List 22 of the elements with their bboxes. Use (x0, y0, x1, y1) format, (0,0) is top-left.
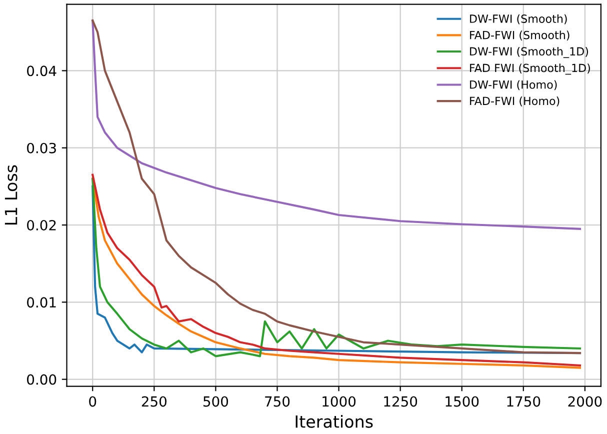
legend-label: FAD-FWI (Smooth) (470, 30, 570, 41)
x-tick-label: 1250 (384, 396, 418, 407)
y-tick-label: 0.01 (27, 297, 56, 308)
legend-label: DW-FWI (Homo) (470, 80, 557, 90)
legend-label: DW-FWI (Smooth) (470, 14, 567, 24)
y-tick-label: 0.04 (27, 66, 56, 76)
x-tick-label: 500 (204, 396, 228, 407)
x-tick-label: 1500 (446, 396, 479, 407)
legend-label: DW-FWI (Smooth_1D) (470, 46, 588, 58)
x-tick-label: 1000 (322, 396, 356, 407)
x-tick-label: 750 (265, 396, 290, 407)
y-axis-title: L1 Loss (4, 165, 18, 225)
x-tick-label: 1750 (507, 396, 540, 407)
y-tick-label: 0.03 (27, 142, 56, 154)
x-tick-label: 250 (142, 396, 166, 407)
legend-label: FAD-FWI (Homo) (470, 96, 560, 106)
x-tick-label: 0 (89, 396, 96, 407)
legend-label: FAD FWI (Smooth_1D) (470, 64, 590, 75)
x-axis-title: Iterations (296, 414, 373, 428)
y-tick-label: 0.00 (27, 374, 56, 385)
y-tick-label: 0.02 (27, 220, 56, 230)
x-tick-label: 2000 (568, 396, 602, 407)
